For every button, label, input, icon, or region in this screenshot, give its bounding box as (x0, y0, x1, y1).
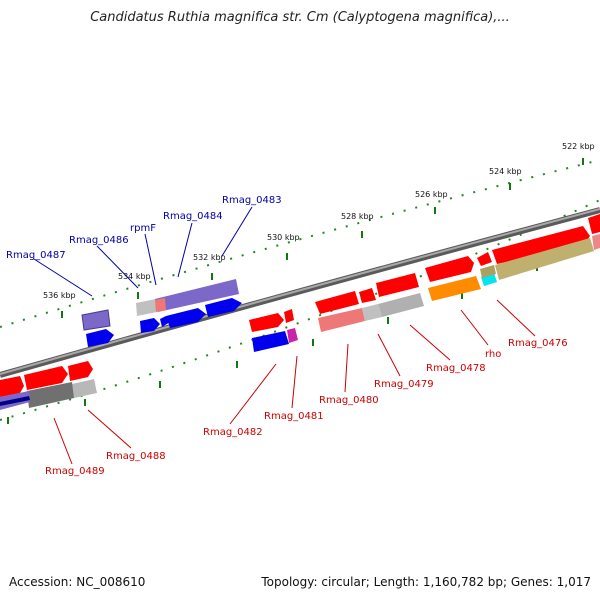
callout-rmag-0481 (291, 355, 298, 409)
callout-rpmf (144, 233, 157, 286)
genome-summary-label: Topology: circular; Length: 1,160,782 bp… (261, 575, 591, 589)
gene-rho-olive[interactable] (480, 265, 496, 278)
callout-rmag-0484 (177, 222, 193, 278)
gene-label-rmag-0487[interactable]: Rmag_0487 (6, 250, 66, 261)
gene-rmag-0476-next[interactable] (588, 214, 600, 234)
gene-rho-tiny[interactable] (477, 252, 492, 266)
gene-label-rmag-0484[interactable]: Rmag_0484 (163, 211, 223, 222)
scale-label-532: 532 kbp (193, 253, 226, 262)
gene-rmag-0489-b[interactable] (24, 366, 68, 390)
gene-label-rmag-0486[interactable]: Rmag_0486 (69, 235, 129, 246)
gene-label-rmag-0481[interactable]: Rmag_0481 (264, 411, 324, 422)
gene-label-rmag-0489[interactable]: Rmag_0489 (45, 466, 105, 477)
scale-label-528: 528 kbp (341, 212, 374, 221)
gene-label-rmag-0488[interactable]: Rmag_0488 (106, 451, 166, 462)
gene-rmag-0478[interactable] (376, 273, 419, 297)
scale-label-536: 536 kbp (43, 291, 76, 300)
gene-rmag-0489[interactable] (0, 376, 24, 397)
callout-rmag-0480 (344, 343, 349, 393)
gene-rmag-0482[interactable] (252, 331, 289, 352)
scale-label-534: 534 kbp (118, 272, 151, 281)
gene-rmag-0488[interactable] (68, 361, 93, 381)
forward-strand-genes (0, 214, 600, 410)
callout-rmag-0476 (496, 299, 536, 337)
gene-rho[interactable] (425, 256, 474, 282)
gene-rmag-0479[interactable] (359, 288, 376, 303)
callout-rmag-0487 (33, 258, 93, 297)
gene-rmag-0483[interactable] (205, 298, 242, 317)
callout-rmag-0482 (229, 363, 277, 425)
accession-label: Accession: NC_008610 (9, 575, 146, 589)
gene-rpmf[interactable] (140, 318, 160, 333)
genome-backbone-highlight (0, 208, 600, 375)
gene-rmag-0480-orf[interactable] (318, 308, 365, 332)
reverse-strand-genes (81, 279, 298, 352)
callout-rmag-0479 (377, 333, 401, 377)
callout-rmag-0488 (87, 409, 132, 449)
gene-label-rmag-0479[interactable]: Rmag_0479 (374, 379, 434, 390)
scale-label-522: 522 kbp (562, 142, 595, 151)
gene-label-rmag-0478[interactable]: Rmag_0478 (426, 363, 486, 374)
gene-rmag-0484[interactable] (166, 308, 206, 328)
gene-rmag-0476-next-orf[interactable] (592, 234, 600, 250)
gene-rmag-0479-orf[interactable] (362, 304, 382, 321)
callout-rmag-0486 (96, 245, 139, 289)
gene-label-rmag-0482[interactable]: Rmag_0482 (203, 427, 263, 438)
gene-rmag-0476[interactable] (492, 226, 590, 264)
gene-label-rho[interactable]: rho (485, 349, 501, 360)
scale-label-524: 524 kbp (489, 167, 522, 176)
gene-label-rmag-0483[interactable]: Rmag_0483 (222, 195, 282, 206)
gene-rmag-0487[interactable] (86, 329, 114, 347)
callout-rmag-0483 (221, 206, 253, 257)
gene-rmag-0476-orf[interactable] (495, 238, 594, 280)
callout-rmag-0478 (409, 324, 451, 361)
callout-rho (460, 309, 489, 346)
scale-label-526: 526 kbp (415, 190, 448, 199)
callout-rmag-0489 (53, 417, 73, 465)
gene-rmag-0484-pink[interactable] (155, 298, 166, 312)
gene-rho-orf[interactable] (428, 276, 481, 301)
gene-rmag-0481-fwd[interactable] (284, 309, 294, 323)
gene-rmag-0480[interactable] (315, 291, 359, 314)
gene-rmag-0484-orf[interactable] (155, 279, 239, 312)
gene-rmag-0478-orf[interactable] (378, 293, 424, 317)
gene-rmag-0487-orf[interactable] (81, 309, 111, 331)
gene-rmag-0489-orf[interactable] (27, 382, 74, 408)
gene-rmag-0482-fwd[interactable] (249, 313, 284, 332)
gene-label-rpmf[interactable]: rpmF (130, 223, 156, 234)
gene-rmag-0489-dark[interactable] (0, 396, 30, 406)
gene-rmag-0481[interactable] (287, 328, 298, 343)
outer-tick-ring (0, 159, 600, 328)
gene-label-rmag-0476[interactable]: Rmag_0476 (508, 338, 568, 349)
gene-rpmf-orf[interactable] (136, 299, 157, 316)
gene-rmag-0488-orf[interactable] (72, 379, 97, 398)
scale-label-530: 530 kbp (267, 233, 300, 242)
map-title: Candidatus Ruthia magnifica str. Cm (Cal… (90, 10, 510, 25)
gene-label-rmag-0480[interactable]: Rmag_0480 (319, 395, 379, 406)
callout-lines (33, 206, 536, 465)
